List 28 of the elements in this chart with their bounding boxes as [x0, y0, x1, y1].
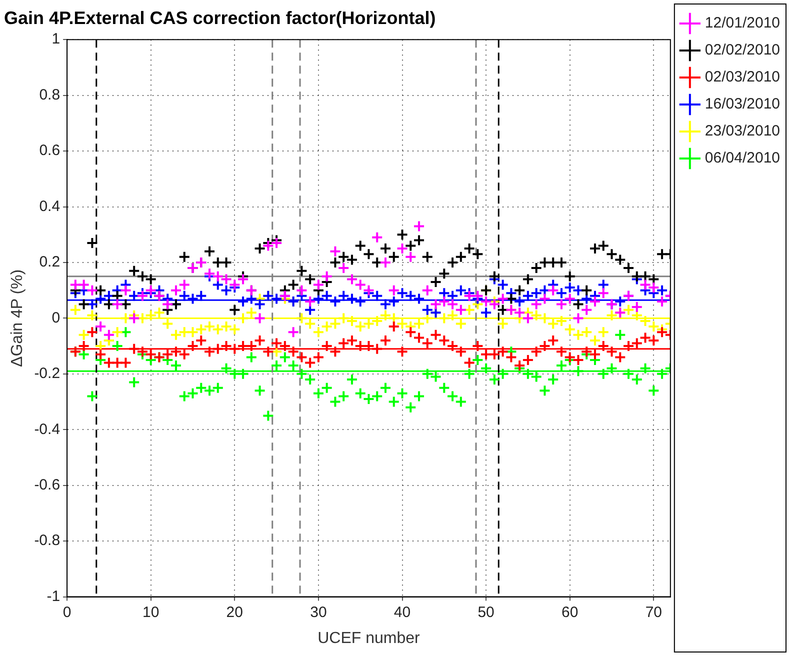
- legend-label: 06/04/2010: [704, 150, 780, 167]
- y-axis-title: ΔGain 4P (%): [9, 269, 26, 367]
- x-tick-label: 50: [478, 604, 494, 621]
- y-tick-label: -0.8: [34, 532, 60, 550]
- legend-label: 16/03/2010: [704, 96, 780, 113]
- y-tick-label: -1: [46, 588, 60, 605]
- x-tick-label: 10: [142, 604, 160, 621]
- legend-label: 23/03/2010: [704, 122, 780, 140]
- y-tick-label: -0.4: [34, 420, 60, 438]
- legend-label: 12/01/2010: [704, 14, 780, 32]
- x-axis-title: UCEF number: [318, 630, 421, 647]
- y-tick-label: 0: [52, 309, 60, 326]
- x-tick-label: 0: [62, 604, 72, 621]
- legend-label: 02/03/2010: [704, 68, 780, 86]
- y-tick-label: 0.8: [39, 86, 60, 104]
- legend-label: 02/02/2010: [704, 42, 780, 59]
- y-tick-label: 1: [52, 30, 60, 48]
- y-tick-label: -0.6: [34, 476, 60, 494]
- y-tick-label: 0.6: [39, 142, 60, 160]
- y-tick-label: -0.2: [34, 365, 60, 382]
- x-tick-label: 30: [310, 604, 327, 621]
- x-tick-label: 70: [645, 604, 662, 621]
- y-tick-label: 0.4: [39, 198, 60, 215]
- chart-title: Gain 4P.External CAS correction factor(Horizontal): [4, 8, 436, 28]
- x-tick-label: 20: [226, 604, 243, 621]
- x-tick-label: 60: [562, 604, 578, 621]
- x-tick-label: 40: [394, 604, 411, 621]
- y-tick-label: 0.2: [39, 254, 60, 271]
